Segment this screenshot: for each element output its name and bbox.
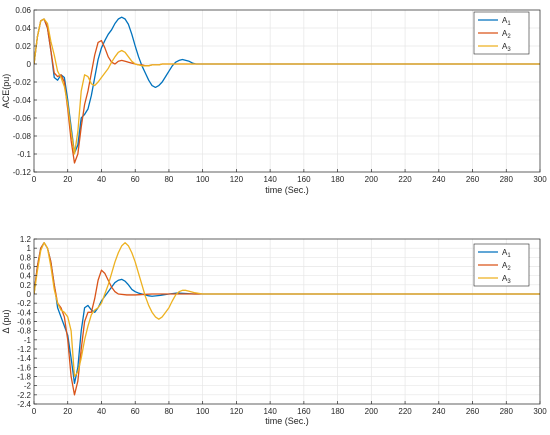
- delta-chart: 0 20 40 60 80 100 120 140 160 180 200 220 240 260 280 3…: [1, 235, 547, 426]
- x-tick-label: 20: [63, 407, 72, 416]
- y-tick-label: 0.4: [20, 272, 32, 281]
- series-line-a3: [34, 18, 540, 155]
- y-tick-label: -1.2: [17, 345, 31, 354]
- y-tick-label: 0.6: [20, 263, 32, 272]
- x-tick-label: 160: [297, 407, 311, 416]
- y-tick-label: 0: [27, 60, 32, 69]
- y-tick-label: -0.2: [17, 299, 31, 308]
- y-axis-label: ACE(pu): [1, 74, 11, 109]
- x-tick-label: 300: [533, 407, 547, 416]
- y-tick-label: -0.4: [17, 308, 31, 317]
- x-tick-label: 0: [32, 407, 37, 416]
- x-tick-label: 160: [297, 175, 311, 184]
- legend-label-a2: A2: [502, 261, 511, 272]
- x-tick-label: 200: [365, 407, 379, 416]
- plot-area: [34, 10, 540, 172]
- x-axis-label: time (Sec.): [265, 416, 309, 426]
- y-tick-label: -0.02: [13, 78, 32, 87]
- legend-label-a1: A1: [502, 16, 511, 27]
- y-tick-label: 0.02: [15, 42, 31, 51]
- x-tick-label: 60: [131, 175, 140, 184]
- y-tick-label: -0.12: [13, 168, 32, 177]
- legend: A1 A2 A3: [473, 243, 530, 287]
- series-line-a3: [34, 242, 540, 378]
- series-line-a1: [34, 242, 540, 385]
- ace-chart: 0 20 40 60 80 100 120 140 160 180 200 220 240 260 280 3…: [1, 6, 547, 195]
- x-tick-label: 240: [432, 175, 446, 184]
- y-tick-label: -2.2: [17, 391, 31, 400]
- y-tick-label: -2.4: [17, 400, 31, 409]
- y-tick-label: 0.06: [15, 6, 31, 15]
- y-tick-label: -1.8: [17, 373, 31, 382]
- x-tick-label: 180: [331, 175, 345, 184]
- y-tick-label: -0.6: [17, 318, 31, 327]
- y-tick-label: -1.4: [17, 354, 31, 363]
- x-tick-label: 60: [131, 407, 140, 416]
- y-tick-label: -0.06: [13, 114, 32, 123]
- x-tick-label: 220: [398, 175, 412, 184]
- legend-label-a1: A1: [502, 248, 511, 259]
- x-tick-label: 120: [230, 407, 244, 416]
- legend: A1 A2 A3: [473, 11, 530, 55]
- x-tick-label: 280: [500, 175, 514, 184]
- x-tick-label: 140: [263, 407, 277, 416]
- x-tick-label: 140: [263, 175, 277, 184]
- y-tick-label: -0.08: [13, 132, 32, 141]
- x-tick-label: 20: [63, 175, 72, 184]
- y-tick-label: -1.6: [17, 363, 31, 372]
- x-tick-label: 280: [500, 407, 514, 416]
- x-tick-label: 0: [32, 175, 37, 184]
- y-tick-label: -1: [24, 336, 32, 345]
- y-tick-label: -0.1: [17, 150, 31, 159]
- y-tick-label: 1: [27, 244, 32, 253]
- y-tick-label: -0.04: [13, 96, 32, 105]
- legend-label-a3: A3: [502, 42, 511, 53]
- x-tick-label: 240: [432, 407, 446, 416]
- x-tick-label: 260: [466, 407, 480, 416]
- series-line-a2: [34, 242, 540, 396]
- x-tick-label: 220: [398, 407, 412, 416]
- series-line-a1: [34, 16, 540, 154]
- x-tick-label: 80: [164, 407, 173, 416]
- y-axis-label: Δ (pu): [1, 309, 11, 333]
- x-tick-label: 180: [331, 407, 345, 416]
- y-tick-label: 0.8: [20, 253, 32, 262]
- x-tick-label: 40: [97, 407, 106, 416]
- axes-box: [33, 9, 541, 173]
- x-axis-label: time (Sec.): [265, 185, 309, 195]
- x-tick-label: 100: [196, 407, 210, 416]
- x-tick-label: 300: [533, 175, 547, 184]
- y-tick-label: 0.2: [20, 281, 32, 290]
- x-tick-label: 260: [466, 175, 480, 184]
- legend-label-a2: A2: [502, 29, 511, 40]
- x-tick-label: 100: [196, 175, 210, 184]
- x-tick-label: 120: [230, 175, 244, 184]
- x-tick-label: 40: [97, 175, 106, 184]
- y-tick-label: -2: [24, 382, 32, 391]
- y-tick-label: -0.8: [17, 327, 31, 336]
- legend-label-a3: A3: [502, 274, 511, 285]
- y-tick-label: 0: [27, 290, 32, 299]
- y-tick-label: 0.04: [15, 24, 31, 33]
- x-tick-label: 80: [164, 175, 173, 184]
- y-tick-label: 1.2: [20, 235, 32, 244]
- x-tick-label: 200: [365, 175, 379, 184]
